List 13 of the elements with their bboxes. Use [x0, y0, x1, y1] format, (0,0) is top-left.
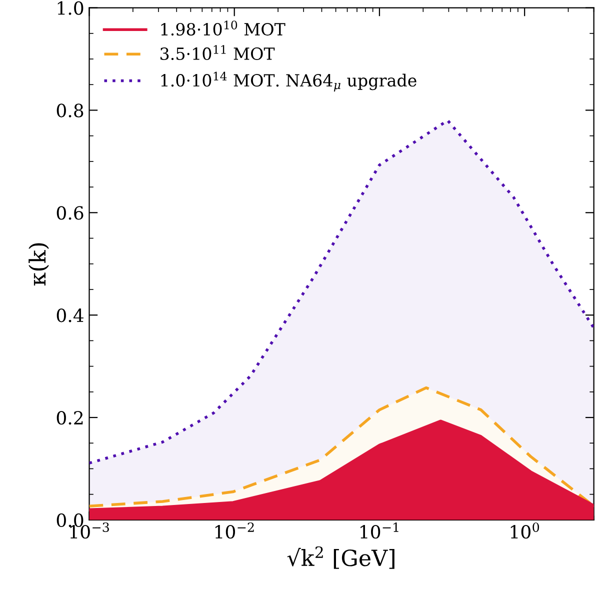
x-tick-label: 10$^{−2}$ — [215, 522, 254, 539]
x-axis-title: √k$^{2}$ [GeV] — [287, 546, 394, 569]
legend-label: 3.5·10$^{11}$ MOT — [160, 45, 275, 60]
y-axis-title: κ(k) — [28, 243, 49, 286]
y-tick-label: 0.2 — [56, 410, 83, 425]
x-tick-label: 10$^{0}$ — [510, 522, 540, 539]
y-tick-label: 0.8 — [56, 104, 84, 118]
y-tick-label: 0.6 — [56, 206, 84, 220]
legend-label: 1.0·10$^{14}$ MOT. NA64$_{μ}$ upgrade — [161, 72, 416, 92]
x-tick-label: 10$^{−1}$ — [360, 522, 398, 539]
y-tick-label: 0.4 — [56, 308, 84, 322]
y-tick-label: 1.0 — [58, 1, 84, 15]
legend-label: 1.98·10$^{10}$ MOT — [161, 20, 286, 36]
